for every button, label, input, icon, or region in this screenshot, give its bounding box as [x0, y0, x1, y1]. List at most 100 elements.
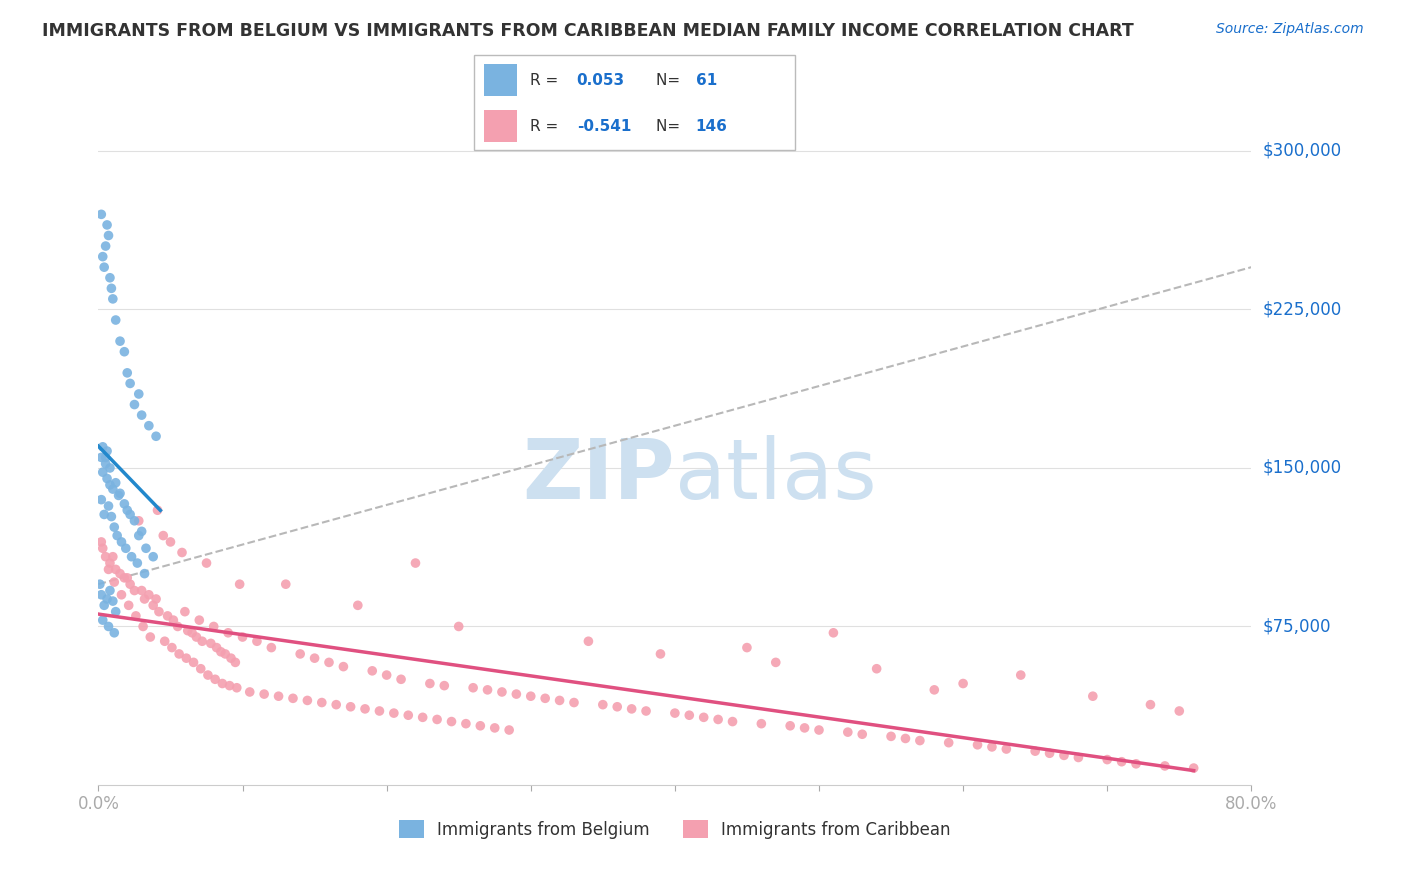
Point	[124, 583, 146, 598]
Point	[131, 408, 153, 422]
Point	[274, 577, 297, 591]
Point	[1053, 748, 1076, 763]
Point	[1154, 759, 1177, 773]
Point	[454, 716, 477, 731]
Point	[98, 270, 121, 285]
Point	[204, 673, 226, 687]
Point	[166, 619, 188, 633]
Point	[440, 714, 463, 729]
Point	[183, 656, 205, 670]
Point	[97, 228, 120, 243]
Point	[260, 640, 283, 655]
Point	[96, 218, 118, 232]
Point	[131, 583, 153, 598]
Point	[100, 509, 122, 524]
Point	[103, 520, 125, 534]
Point	[152, 528, 174, 542]
Text: R =: R =	[530, 119, 564, 134]
Point	[219, 651, 242, 665]
Point	[346, 599, 368, 613]
Point	[592, 698, 614, 712]
Point	[880, 730, 903, 744]
Text: N=: N=	[657, 119, 685, 134]
Point	[908, 733, 931, 747]
Point	[162, 613, 184, 627]
Point	[125, 608, 148, 623]
Point	[405, 556, 427, 570]
Point	[104, 605, 127, 619]
Point	[105, 528, 128, 542]
Point	[142, 599, 165, 613]
Point	[562, 696, 585, 710]
Point	[866, 662, 889, 676]
Point	[620, 702, 643, 716]
Text: 0.053: 0.053	[576, 72, 624, 87]
Point	[114, 541, 136, 556]
Point	[90, 535, 112, 549]
Text: $75,000: $75,000	[1263, 617, 1331, 635]
Point	[94, 457, 117, 471]
Point	[101, 549, 124, 564]
Point	[138, 418, 160, 433]
Point	[297, 693, 319, 707]
Point	[145, 592, 167, 607]
Point	[693, 710, 716, 724]
Point	[186, 630, 208, 644]
Text: atlas: atlas	[675, 435, 876, 516]
Point	[396, 708, 419, 723]
Point	[148, 605, 170, 619]
Point	[491, 685, 513, 699]
Point	[159, 535, 181, 549]
Point	[132, 619, 155, 633]
Point	[120, 376, 142, 391]
Point	[131, 524, 153, 539]
FancyBboxPatch shape	[474, 55, 794, 150]
Point	[195, 556, 218, 570]
Point	[96, 592, 118, 607]
Point	[735, 640, 758, 655]
Point	[477, 682, 499, 697]
Point	[318, 656, 340, 670]
Point	[354, 702, 377, 716]
Point	[89, 577, 111, 591]
Point	[267, 689, 290, 703]
Point	[246, 634, 269, 648]
Point	[112, 344, 135, 359]
Bar	[484, 111, 517, 142]
Point	[127, 556, 149, 570]
Point	[108, 334, 131, 348]
Point	[426, 713, 449, 727]
Point	[924, 682, 946, 697]
Point	[138, 588, 160, 602]
Point	[217, 625, 239, 640]
Point	[1010, 668, 1032, 682]
Point	[120, 577, 142, 591]
Point	[361, 664, 384, 678]
Point	[1182, 761, 1205, 775]
Point	[938, 736, 960, 750]
Point	[419, 676, 441, 690]
Point	[91, 465, 114, 479]
Point	[177, 624, 200, 638]
Point	[96, 471, 118, 485]
Point	[101, 594, 124, 608]
Point	[981, 739, 1004, 754]
Point	[520, 689, 543, 703]
Point	[134, 566, 156, 581]
Point	[578, 634, 600, 648]
Point	[1125, 756, 1147, 771]
Point	[145, 429, 167, 443]
Point	[191, 634, 214, 648]
Point	[156, 608, 179, 623]
Point	[225, 681, 247, 695]
Point	[253, 687, 276, 701]
Point	[98, 583, 121, 598]
Point	[231, 630, 254, 644]
Point	[117, 571, 139, 585]
Text: 61: 61	[696, 72, 717, 87]
Point	[823, 625, 845, 640]
Point	[91, 541, 114, 556]
Point	[412, 710, 434, 724]
Point	[124, 398, 146, 412]
Point	[118, 599, 141, 613]
